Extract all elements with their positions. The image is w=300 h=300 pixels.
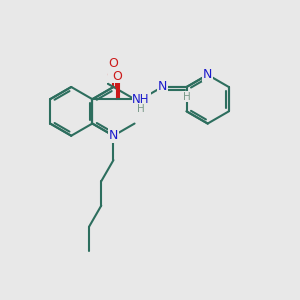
Text: N: N [109,129,118,142]
Text: H: H [137,104,145,114]
Text: O: O [112,70,122,83]
Text: N: N [158,80,167,94]
Text: O: O [97,69,107,82]
Text: O: O [109,57,118,70]
Text: H: H [86,70,94,80]
Text: O: O [97,69,107,82]
Text: H: H [86,70,94,80]
Text: N: N [203,68,212,81]
Text: OH: OH [86,70,105,83]
Text: NH: NH [132,93,150,106]
Text: H: H [183,92,190,101]
